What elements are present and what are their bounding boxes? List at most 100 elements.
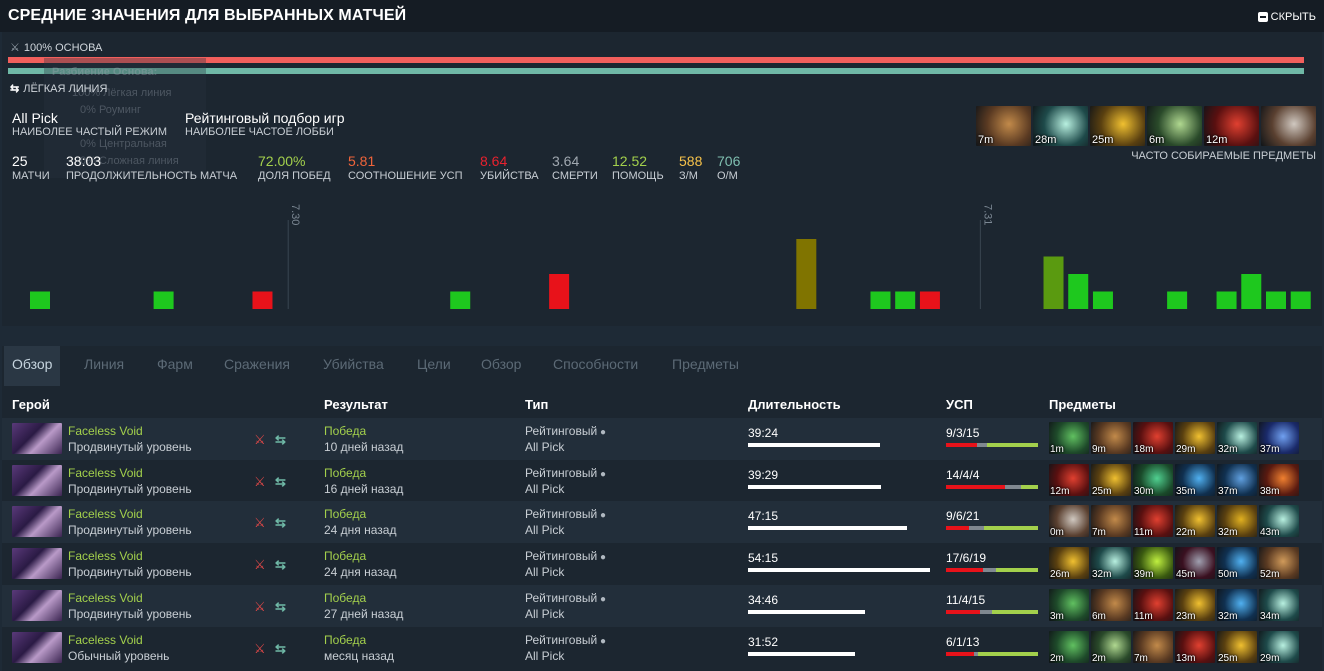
helm-item-icon[interactable]: 32m <box>1217 505 1257 538</box>
table-row[interactable]: Faceless Void Продвинутый уровень ⚔ ⇆ Победа… <box>2 543 1322 585</box>
tab-3[interactable]: Сражения <box>224 356 290 372</box>
table-row[interactable]: Faceless Void Продвинутый уровень ⚔ ⇆ Победа… <box>2 584 1322 627</box>
hero-portrait[interactable] <box>12 631 62 663</box>
boots-item-icon[interactable]: 7m <box>1133 630 1173 663</box>
magic-wand-item-icon[interactable]: 28m <box>1033 106 1088 146</box>
hero-name[interactable]: Faceless Void <box>68 549 143 564</box>
result-text[interactable]: Победа <box>324 632 367 647</box>
magic-wand-item-icon[interactable]: 29m <box>1259 630 1299 663</box>
magic-wand-item-icon[interactable]: 32m <box>1217 422 1257 454</box>
hero-portrait[interactable] <box>12 548 62 580</box>
tab-8[interactable]: Предметы <box>672 356 739 372</box>
chart-bar[interactable] <box>895 291 916 310</box>
tab-0[interactable]: Обзор <box>4 346 61 386</box>
bracer-item-icon[interactable]: 2m <box>1049 630 1089 663</box>
table-row[interactable]: Faceless Void Продвинутый уровень ⚔ ⇆ Победа… <box>2 418 1322 460</box>
chart-bar[interactable] <box>1092 291 1113 310</box>
col-kda[interactable]: УСП <box>946 397 973 412</box>
magic-wand-item-icon[interactable]: 34m <box>1259 588 1299 621</box>
col-type[interactable]: Тип <box>525 397 549 412</box>
staff-item-icon[interactable]: 2m <box>1091 630 1131 663</box>
boots-item-icon[interactable]: 6m <box>1091 588 1131 621</box>
orb-item-icon[interactable]: 32m <box>1217 588 1257 621</box>
hero-portrait[interactable] <box>12 464 62 496</box>
table-row[interactable]: Faceless Void Обычный уровень ⚔ ⇆ Победа меся… <box>2 627 1322 669</box>
armor-item-icon[interactable]: 18m <box>1133 422 1173 454</box>
chart-bar[interactable] <box>549 274 570 309</box>
armor-item-icon[interactable]: 12m <box>1049 463 1089 496</box>
hero-name[interactable]: Faceless Void <box>68 465 143 480</box>
staff-item-icon[interactable]: 39m <box>1133 547 1173 580</box>
hide-button[interactable]: СКРЫТЬ <box>1257 11 1316 23</box>
tab-5[interactable]: Цели <box>417 356 451 372</box>
helm-item-icon[interactable]: 25m <box>1091 463 1131 496</box>
chart-bar[interactable] <box>1241 274 1262 309</box>
boots-item-icon[interactable]: 9m <box>1091 422 1131 454</box>
helm-item-icon[interactable]: 26m <box>1049 547 1089 580</box>
col-items[interactable]: Предметы <box>1049 397 1116 412</box>
result-text[interactable]: Победа <box>324 549 367 564</box>
staff-item-icon[interactable]: 6m <box>1147 106 1202 146</box>
chart-bar[interactable] <box>30 291 50 310</box>
chart-bar[interactable] <box>252 291 273 310</box>
hero-name[interactable]: Faceless Void <box>68 507 143 522</box>
chart-bar[interactable] <box>1290 291 1311 310</box>
orb-item-icon[interactable]: 35m <box>1175 463 1215 496</box>
chart-bar[interactable] <box>919 291 940 310</box>
chart-bar[interactable] <box>1216 291 1237 310</box>
chart-bar[interactable] <box>1068 274 1089 309</box>
hero-name[interactable]: Faceless Void <box>68 590 143 605</box>
chart-bar[interactable] <box>1043 256 1064 310</box>
armor-item-icon[interactable]: 12m <box>1204 106 1259 146</box>
tab-4[interactable]: Убийства <box>323 356 384 372</box>
helm-item-icon[interactable]: 29m <box>1175 422 1215 454</box>
orb-item-icon[interactable]: 50m <box>1217 547 1257 580</box>
hero-name[interactable]: Faceless Void <box>68 632 143 647</box>
result-text[interactable]: Победа <box>324 465 367 480</box>
boots-item-icon[interactable]: 52m <box>1259 547 1299 580</box>
tab-7[interactable]: Способности <box>553 356 639 372</box>
axe-item-icon[interactable]: 0m <box>1049 505 1089 538</box>
tab-1[interactable]: Линия <box>84 356 125 372</box>
chart-bar[interactable] <box>1266 291 1286 310</box>
chart-bar[interactable] <box>450 291 471 310</box>
col-hero[interactable]: Герой <box>12 397 50 412</box>
table-row[interactable]: Faceless Void Продвинутый уровень ⚔ ⇆ Победа… <box>2 460 1322 502</box>
role-summary[interactable]: ⚔ 100% ОСНОВА <box>10 41 102 55</box>
boots-item-icon[interactable]: 7m <box>1091 505 1131 538</box>
helm-item-icon[interactable]: 25m <box>1217 630 1257 663</box>
hero-portrait[interactable] <box>12 506 62 538</box>
blade-item-icon[interactable]: 37m <box>1259 422 1299 454</box>
table-row[interactable]: Faceless Void Продвинутый уровень ⚔ ⇆ Победа… <box>2 501 1322 544</box>
result-text[interactable]: Победа <box>324 590 367 605</box>
armor-item-icon[interactable]: 13m <box>1175 630 1215 663</box>
armor-item-icon[interactable]: 11m <box>1133 588 1173 621</box>
helm-item-icon[interactable]: 25m <box>1090 106 1145 146</box>
chart-bar[interactable] <box>796 239 817 309</box>
helm-item-icon[interactable]: 23m <box>1175 588 1215 621</box>
axe-item-icon[interactable] <box>1261 106 1316 146</box>
lane-summary[interactable]: ⇆ ЛЁГКАЯ ЛИНИЯ <box>10 82 107 96</box>
orb-item-icon[interactable]: 37m <box>1217 463 1257 496</box>
result-text[interactable]: Победа <box>324 507 367 522</box>
fire-item-icon[interactable]: 38m <box>1259 463 1299 496</box>
bracer-item-icon[interactable]: 3m <box>1049 588 1089 621</box>
butterfly-item-icon[interactable]: 30m <box>1133 463 1173 496</box>
chart-bar[interactable] <box>870 291 891 310</box>
magic-wand-item-icon[interactable]: 32m <box>1091 547 1131 580</box>
col-duration[interactable]: Длительность <box>748 397 841 412</box>
armor-item-icon[interactable]: 11m <box>1133 505 1173 538</box>
tab-6[interactable]: Обзор <box>481 356 522 372</box>
claw-item-icon[interactable]: 45m <box>1175 547 1215 580</box>
chart-bar[interactable] <box>153 291 174 310</box>
hero-portrait[interactable] <box>12 423 62 454</box>
boots-item-icon[interactable]: 7m <box>976 106 1031 146</box>
result-text[interactable]: Победа <box>324 424 367 438</box>
chart-bar[interactable] <box>1167 291 1188 310</box>
bracer-item-icon[interactable]: 1m <box>1049 422 1089 454</box>
magic-wand-item-icon[interactable]: 43m <box>1259 505 1299 538</box>
tab-2[interactable]: Фарм <box>157 356 193 372</box>
hero-portrait[interactable] <box>12 589 62 621</box>
col-result[interactable]: Результат <box>324 397 388 412</box>
hero-name[interactable]: Faceless Void <box>68 424 143 438</box>
